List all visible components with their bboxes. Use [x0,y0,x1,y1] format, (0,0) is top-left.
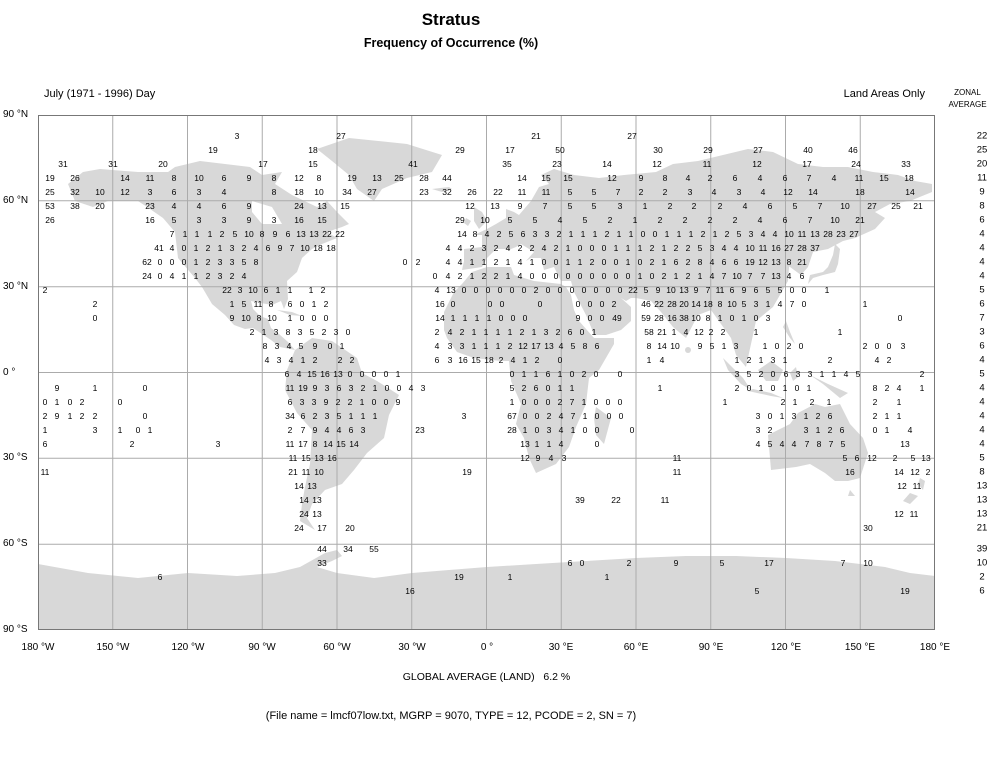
zonal-header-line2: AVERAGE [948,100,987,109]
continent-south-america [285,338,399,530]
zonal-average-value: 13 [976,480,988,492]
lon-tick-label: 90 °E [698,642,724,653]
chart-subtitle: Frequency of Occurrence (%) [363,36,539,50]
lat-tick-label: 30 °S [3,452,28,463]
area-label: Land Areas Only [843,88,925,100]
zonal-average-value: 4 [979,242,985,254]
map-border [38,115,935,630]
continent-eurasia [462,149,932,367]
island-new-zealand-south [903,493,918,504]
island-sulawesi [790,367,798,381]
zonal-average-value: 21 [976,522,988,534]
lon-tick-label: 30 °E [548,642,574,653]
zonal-average-value: 4 [979,270,985,282]
zonal-average-value: 13 [976,494,988,506]
island-britain [474,207,487,229]
continent-greenland [317,138,442,201]
zonal-average-value: 6 [979,214,985,226]
zonal-average-value: 4 [979,396,985,408]
island-new-zealand-north [918,478,925,490]
zonal-average-value: 11 [977,172,987,184]
zonal-average-value: 4 [979,382,985,394]
zonal-average-value: 5 [979,368,985,380]
continent-north-america [68,161,349,350]
lon-tick-label: 150 °W [96,642,130,653]
island-new-guinea [810,375,848,398]
island-cuba [277,310,302,316]
zonal-average-value: 25 [976,144,988,156]
zonal-average-value: 13 [976,508,988,520]
zonal-average-value: 9 [979,186,985,198]
zonal-average-value: 8 [979,200,985,212]
zonal-average-value: 10 [976,557,988,569]
island-madagascar [594,407,611,444]
island-java [748,389,783,398]
zonal-average-value: 4 [979,228,985,240]
lat-tick-label: 30 °N [3,281,29,292]
zonal-average-value: 8 [979,466,985,478]
lon-tick-label: 60 °E [623,642,649,653]
island-ireland [464,218,471,226]
period-label: July (1971 - 1996) Day [44,88,156,100]
lon-tick-label: 0 ° [480,642,494,653]
island-borneo [758,361,783,381]
lat-tick-label: 60 °S [3,538,28,549]
zonal-average-value: 7 [979,312,985,324]
island-tasmania [848,490,855,496]
continent-australia [768,404,868,481]
zonal-average-value: 5 [979,452,985,464]
island-sumatra [723,358,751,390]
zonal-average-value: 2 [979,571,985,583]
zonal-average-header: ZONAL AVERAGE [938,87,997,111]
zonal-average-value: 4 [979,410,985,422]
lon-tick-label: 60 °W [323,642,351,653]
file-info-label: (File name = lmcf07low.txt, MGRP = 9070,… [265,710,637,722]
zonal-average-value: 6 [979,585,985,597]
lat-tick-label: 0 ° [3,367,16,378]
chart-title: Stratus [421,10,481,29]
lon-tick-label: 120 °E [770,642,802,653]
zonal-average-value: 20 [976,158,988,170]
lon-tick-label: 180 °W [21,642,55,653]
zonal-header-line1: ZONAL [954,88,981,97]
zonal-average-value: 3 [979,326,985,338]
lon-tick-label: 180 °E [919,642,951,653]
zonal-average-value: 4 [979,424,985,436]
island-iceland [432,187,452,192]
lat-tick-label: 90 °N [3,109,29,120]
lon-tick-label: 150 °E [844,642,876,653]
island-philippines [783,321,795,344]
lon-tick-label: 90 °W [248,642,276,653]
lon-tick-label: 30 °W [398,642,426,653]
island-sri-lanka [685,347,691,353]
zonal-average-value: 4 [979,256,985,268]
zonal-average-value: 6 [979,298,985,310]
lon-tick-label: 120 °W [171,642,205,653]
global-average-label: GLOBAL AVERAGE (LAND) 6.2 % [402,671,571,683]
zonal-average-value: 4 [979,438,985,450]
zonal-average-value: 6 [979,340,985,352]
lat-tick-label: 90 °S [3,624,28,635]
island-japan [808,244,840,284]
map-grid [38,115,935,630]
world-map [38,115,935,630]
zonal-average-value: 4 [979,354,985,366]
lat-tick-label: 60 °N [3,195,29,206]
zonal-average-value: 5 [979,284,985,296]
zonal-average-value: 22 [976,130,988,142]
zonal-average-value: 39 [976,543,988,555]
hudson-bay [252,201,282,224]
